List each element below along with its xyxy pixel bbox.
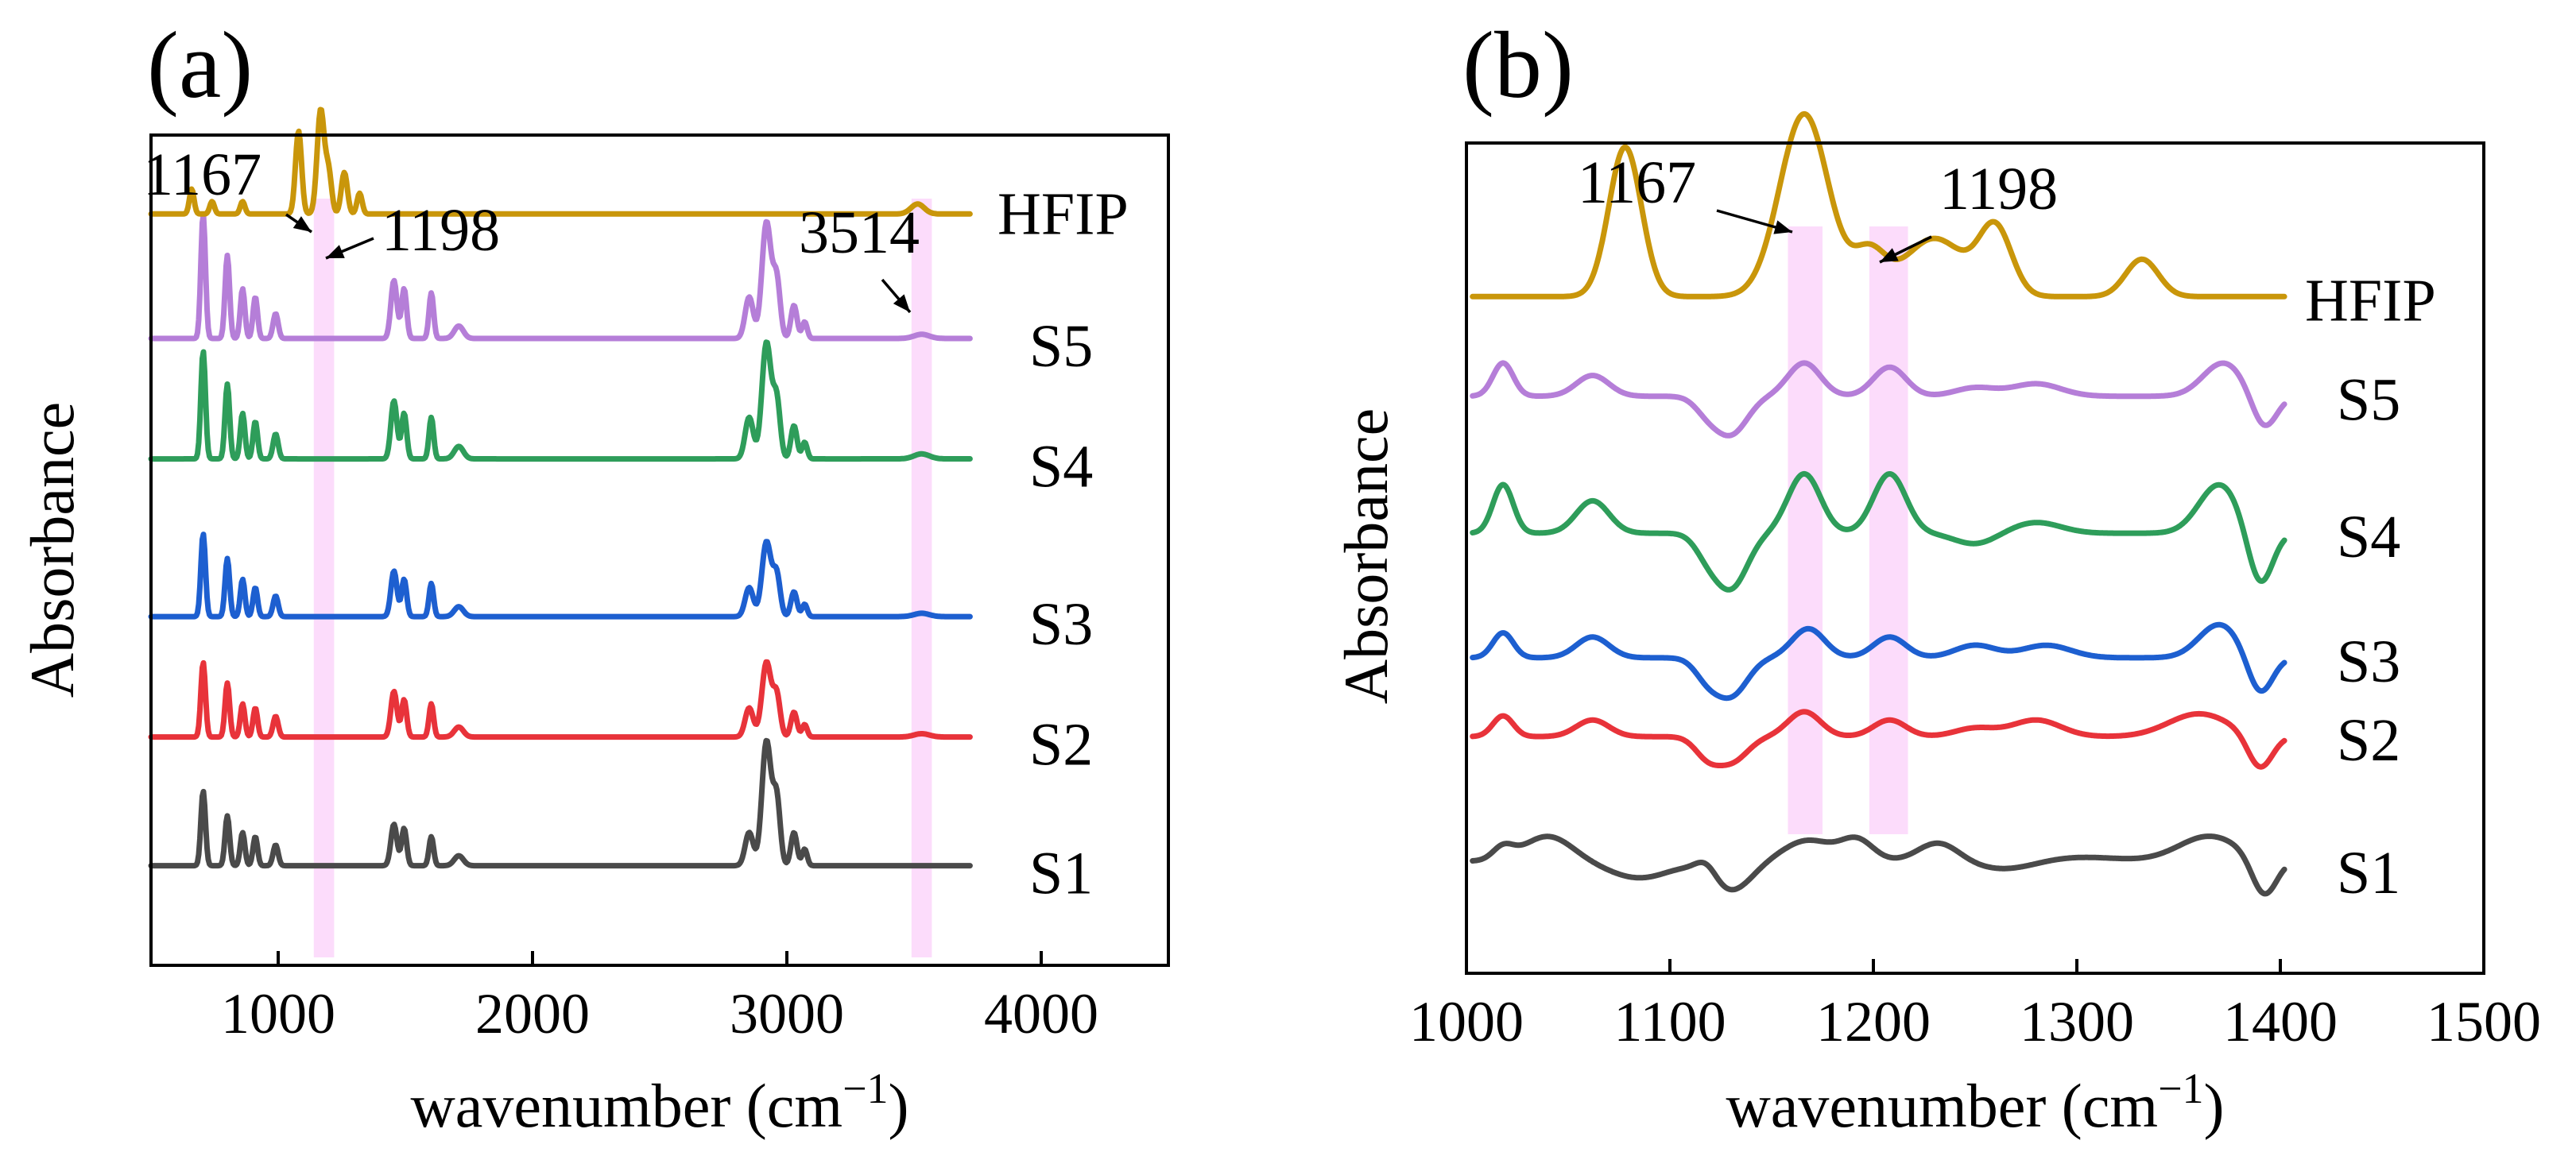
x-axis-title-b-close: ) [2204,1071,2225,1140]
x-tick-label-b-1300: 1300 [2020,990,2134,1054]
panel-label-a: (a) [147,12,253,118]
x-tick-label-b-1000: 1000 [1409,990,1524,1054]
x-axis-title-a-sup: −1 [843,1065,888,1112]
series-label-a-s3: S3 [1029,591,1093,658]
x-tick-label-a-1000: 1000 [221,982,335,1046]
series-label-a-s1: S1 [1029,841,1093,907]
annotations-b: 1167 1198 [1578,149,2058,264]
series-line-b-s4 [1470,470,2287,593]
series-line-b-s5 [1470,360,2287,439]
series-line-a-hfip [148,106,973,217]
x-tick-label-b-1400: 1400 [2223,990,2338,1054]
x-axis-title-a-close: ) [889,1071,909,1140]
series-label-a-hfip: HFIP [997,180,1129,247]
series-line-b-hfip [1470,110,2287,300]
annotation-arrowhead-a-1167 [292,216,312,232]
x-ticks-b: 1000 1100 1200 1300 1400 1500 [1409,959,2541,1054]
plot-frame-a [149,133,1170,967]
series-label-b-s1: S1 [2337,840,2400,907]
series-line-b-s2 [1470,709,2287,770]
highlight-band-b-1 [1788,226,1823,834]
series-line-a-s4 [148,339,973,462]
series-label-a-s2: S2 [1029,712,1093,779]
x-tick-label-a-2000: 2000 [475,982,590,1046]
x-tick-label-a-3000: 3000 [730,982,844,1046]
x-tick-label-b-1500: 1500 [2427,990,2541,1054]
annotations-a: 1167 1198 3514 [143,141,920,314]
x-axis-title-b-main: wavenumber (cm [1726,1071,2158,1140]
annotation-label-a-1198: 1198 [382,197,500,264]
series-labels-a: S1 S2 S3 S4 S5 HFIP [997,180,1129,907]
annotation-label-b-1198: 1198 [1939,156,2058,222]
series-line-a-s3 [148,532,973,620]
traces-b [1470,110,2287,897]
x-ticks-a: 1000 2000 3000 4000 [221,951,1098,1046]
y-axis-title-a: Absorbance [17,402,87,698]
series-line-a-s1 [148,737,973,869]
series-label-b-s3: S3 [2337,628,2400,695]
series-label-a-s4: S4 [1029,434,1093,501]
series-label-b-hfip: HFIP [2305,267,2436,334]
highlight-band-b-2 [1869,226,1908,834]
series-label-a-s5: S5 [1029,313,1093,380]
series-label-b-s2: S2 [2337,707,2400,774]
highlight-band-a-1 [313,199,335,957]
panel-b: (b) 1000 1100 1200 1300 1400 1500 S1 S2 S3 S4 S5 H… [1331,12,2541,1140]
x-axis-title-b: wavenumber (cm−1) [1726,1065,2224,1140]
x-tick-label-b-1200: 1200 [1816,990,1931,1054]
y-axis-title-b: Absorbance [1331,408,1400,705]
annotation-arrowhead-a-1198 [326,245,345,258]
highlight-bands-b [1788,226,1908,834]
highlight-band-a-2 [911,199,932,957]
x-tick-label-b-1100: 1100 [1613,990,1726,1054]
x-axis-title-a-main: wavenumber (cm [410,1071,843,1140]
x-axis-title-a: wavenumber (cm−1) [410,1065,908,1140]
series-label-b-s4: S4 [2337,504,2400,570]
annotation-arrowhead-b-1198 [1880,248,1899,262]
annotation-label-b-1167: 1167 [1578,149,1696,216]
x-axis-title-b-sup: −1 [2158,1065,2203,1112]
annotation-label-a-1167: 1167 [143,141,261,208]
plot-frame-b [1465,141,2485,975]
series-line-a-s2 [148,659,973,740]
annotation-arrowhead-a-3514 [893,294,910,312]
panel-a: (a) 1000 2000 3000 4000 S1 S2 S3 S4 S5 HFIP 1167… [17,12,1170,1140]
series-line-a-s5 [148,212,973,342]
annotation-arrowhead-b-1167 [1773,220,1792,234]
series-line-b-s3 [1470,621,2287,702]
highlight-bands-a [313,199,932,957]
panel-label-b: (b) [1462,12,1574,118]
series-labels-b: S1 S2 S3 S4 S5 HFIP [2305,267,2436,907]
series-label-b-s5: S5 [2337,367,2400,434]
x-tick-label-a-4000: 4000 [984,982,1098,1046]
annotation-label-a-3514: 3514 [799,199,920,266]
series-line-b-s1 [1470,833,2287,897]
